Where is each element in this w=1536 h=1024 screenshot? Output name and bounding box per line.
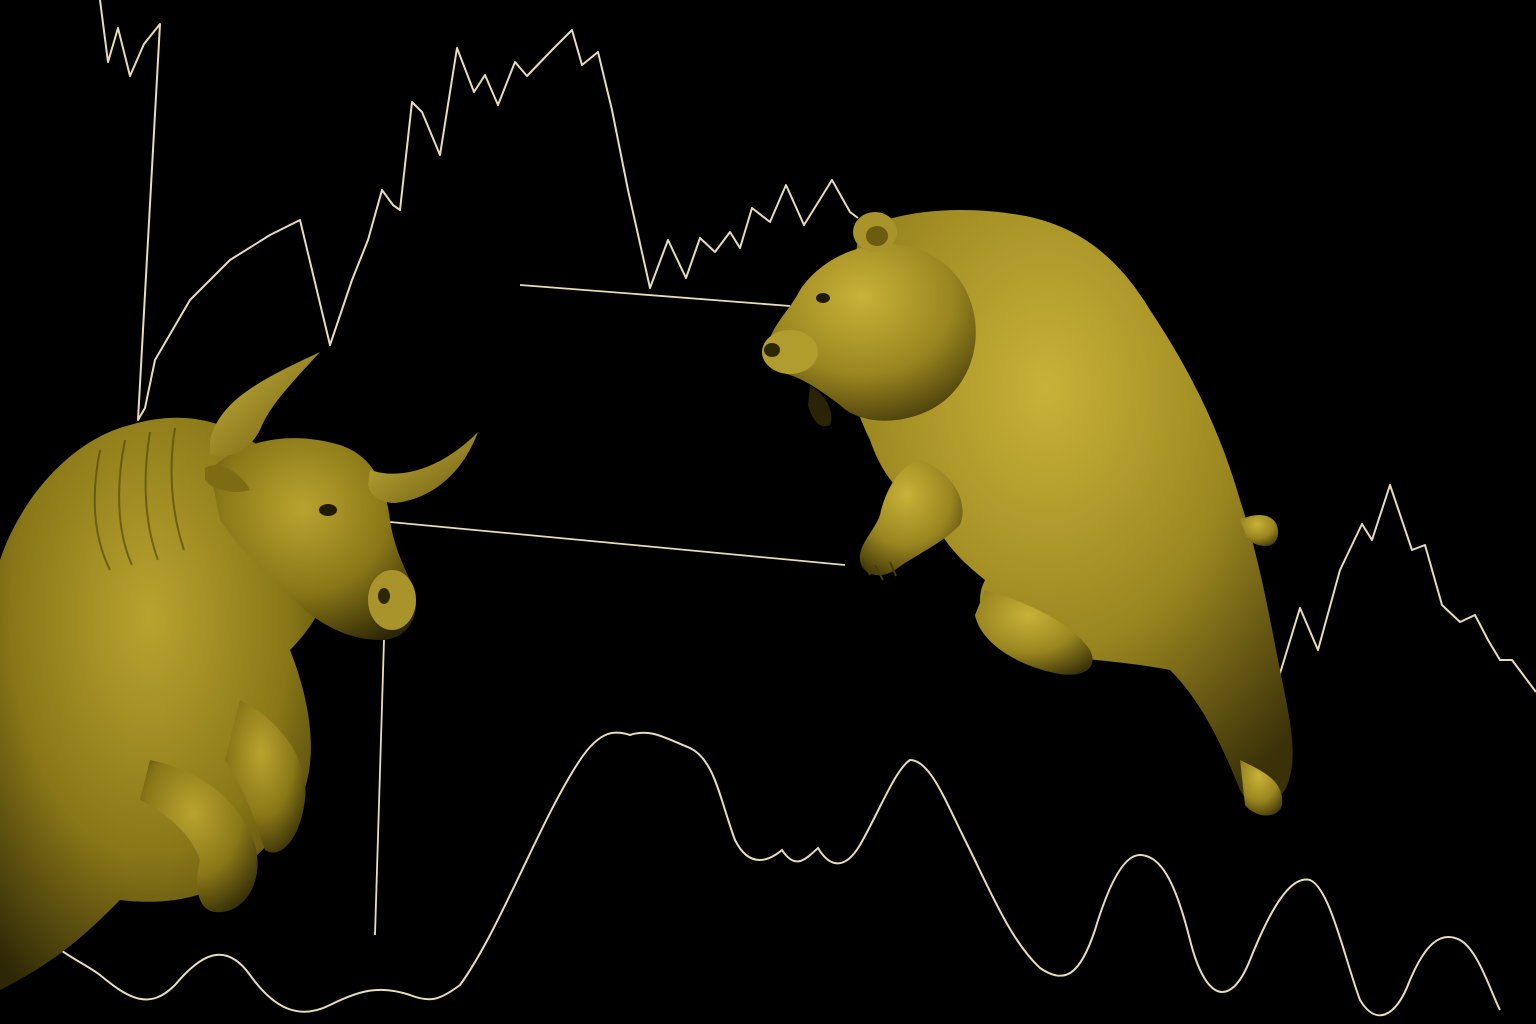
bull-ridges bbox=[93, 427, 185, 571]
drop-line bbox=[374, 639, 385, 936]
bull-leg-rear bbox=[225, 700, 306, 853]
bear-hind-foot bbox=[1240, 760, 1283, 816]
bear-leg-front bbox=[859, 460, 963, 576]
bull-horn-right bbox=[368, 432, 478, 503]
bear-nose bbox=[764, 343, 780, 357]
bull-nostril bbox=[378, 588, 390, 604]
bear-head bbox=[767, 244, 976, 421]
bear-ear-inner bbox=[866, 226, 888, 246]
bull-eye bbox=[319, 504, 337, 516]
trend-line-1 bbox=[519, 284, 791, 307]
wave-line-lower bbox=[39, 731, 1501, 1017]
bear-leg-rear bbox=[975, 590, 1093, 675]
bear-mouth bbox=[808, 385, 832, 427]
bull-horn-left bbox=[210, 352, 320, 457]
bull-snout bbox=[368, 570, 416, 630]
bear-muzzle bbox=[762, 330, 818, 374]
bear-back-paw bbox=[1240, 515, 1279, 547]
bull-leg-front bbox=[140, 760, 258, 913]
bull-statue bbox=[0, 352, 478, 990]
price-line-upper bbox=[99, 0, 859, 421]
bear-eye bbox=[816, 293, 830, 303]
price-line-right bbox=[1277, 484, 1536, 693]
bull-head bbox=[210, 438, 416, 640]
bear-claws bbox=[861, 559, 897, 581]
trend-line-2 bbox=[389, 521, 846, 566]
bull-ear bbox=[205, 465, 250, 492]
bear-statue bbox=[762, 210, 1293, 816]
